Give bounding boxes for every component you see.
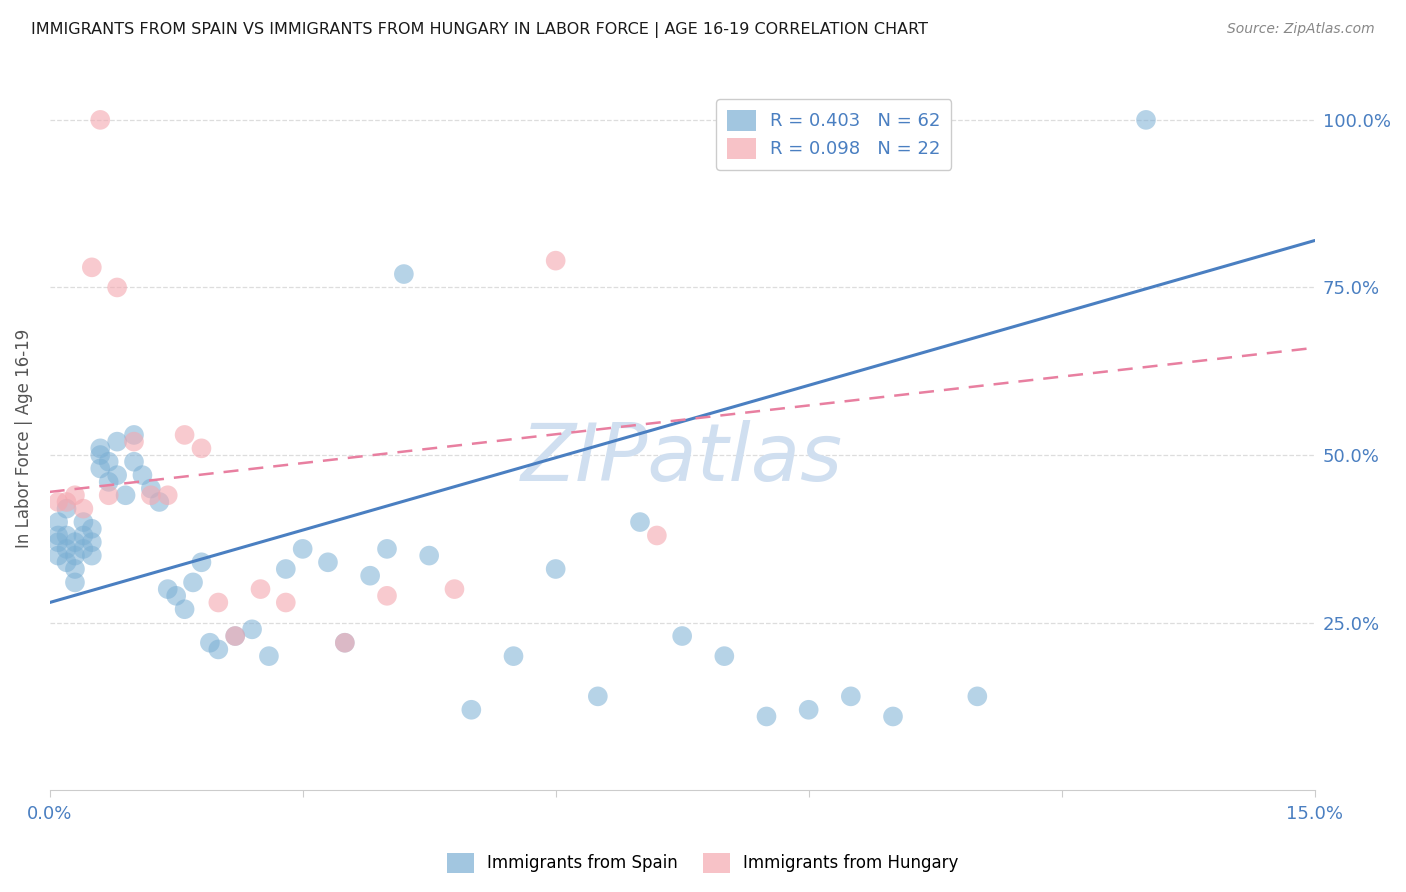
Point bbox=[375, 541, 398, 556]
Point bbox=[105, 280, 128, 294]
Point bbox=[97, 488, 120, 502]
Point bbox=[173, 428, 195, 442]
Point bbox=[966, 690, 988, 704]
Point bbox=[105, 468, 128, 483]
Point bbox=[72, 541, 94, 556]
Point bbox=[645, 528, 668, 542]
Point bbox=[240, 623, 263, 637]
Point bbox=[207, 642, 229, 657]
Point bbox=[139, 488, 162, 502]
Point bbox=[359, 568, 381, 582]
Point bbox=[63, 562, 86, 576]
Point bbox=[165, 589, 187, 603]
Point bbox=[713, 649, 735, 664]
Point bbox=[55, 541, 77, 556]
Point bbox=[333, 636, 356, 650]
Point bbox=[46, 535, 69, 549]
Point bbox=[139, 482, 162, 496]
Point bbox=[544, 562, 567, 576]
Point bbox=[63, 535, 86, 549]
Point bbox=[80, 522, 103, 536]
Point bbox=[418, 549, 440, 563]
Point bbox=[190, 555, 212, 569]
Point bbox=[46, 515, 69, 529]
Point bbox=[249, 582, 271, 596]
Point bbox=[55, 528, 77, 542]
Point bbox=[122, 434, 145, 449]
Point bbox=[257, 649, 280, 664]
Point bbox=[316, 555, 339, 569]
Point bbox=[502, 649, 524, 664]
Point bbox=[375, 589, 398, 603]
Point bbox=[198, 636, 221, 650]
Point bbox=[156, 488, 179, 502]
Point bbox=[46, 549, 69, 563]
Point bbox=[544, 253, 567, 268]
Point bbox=[72, 528, 94, 542]
Point bbox=[89, 112, 111, 127]
Point bbox=[274, 562, 297, 576]
Point bbox=[55, 555, 77, 569]
Point bbox=[89, 442, 111, 456]
Point bbox=[80, 549, 103, 563]
Point bbox=[46, 528, 69, 542]
Point bbox=[224, 629, 246, 643]
Point bbox=[97, 455, 120, 469]
Point bbox=[392, 267, 415, 281]
Point bbox=[63, 575, 86, 590]
Point bbox=[156, 582, 179, 596]
Point bbox=[122, 428, 145, 442]
Point bbox=[274, 595, 297, 609]
Point bbox=[55, 501, 77, 516]
Point bbox=[122, 455, 145, 469]
Legend: R = 0.403   N = 62, R = 0.098   N = 22: R = 0.403 N = 62, R = 0.098 N = 22 bbox=[716, 99, 952, 169]
Point bbox=[55, 495, 77, 509]
Point bbox=[97, 475, 120, 489]
Point bbox=[671, 629, 693, 643]
Text: Source: ZipAtlas.com: Source: ZipAtlas.com bbox=[1227, 22, 1375, 37]
Point bbox=[224, 629, 246, 643]
Point bbox=[148, 495, 170, 509]
Point bbox=[80, 260, 103, 275]
Point bbox=[460, 703, 482, 717]
Point bbox=[443, 582, 465, 596]
Point bbox=[1135, 112, 1157, 127]
Point bbox=[80, 535, 103, 549]
Point bbox=[291, 541, 314, 556]
Point bbox=[89, 448, 111, 462]
Point bbox=[63, 549, 86, 563]
Point bbox=[190, 442, 212, 456]
Point bbox=[882, 709, 904, 723]
Point bbox=[173, 602, 195, 616]
Point bbox=[72, 501, 94, 516]
Point bbox=[797, 703, 820, 717]
Point bbox=[207, 595, 229, 609]
Point bbox=[333, 636, 356, 650]
Point bbox=[105, 434, 128, 449]
Point bbox=[628, 515, 651, 529]
Point bbox=[114, 488, 136, 502]
Point bbox=[839, 690, 862, 704]
Text: IMMIGRANTS FROM SPAIN VS IMMIGRANTS FROM HUNGARY IN LABOR FORCE | AGE 16-19 CORR: IMMIGRANTS FROM SPAIN VS IMMIGRANTS FROM… bbox=[31, 22, 928, 38]
Text: ZIPatlas: ZIPatlas bbox=[522, 420, 844, 499]
Point bbox=[131, 468, 153, 483]
Point bbox=[586, 690, 609, 704]
Point bbox=[89, 461, 111, 475]
Point bbox=[181, 575, 204, 590]
Y-axis label: In Labor Force | Age 16-19: In Labor Force | Age 16-19 bbox=[15, 328, 32, 548]
Point bbox=[755, 709, 778, 723]
Point bbox=[72, 515, 94, 529]
Point bbox=[63, 488, 86, 502]
Legend: Immigrants from Spain, Immigrants from Hungary: Immigrants from Spain, Immigrants from H… bbox=[440, 847, 966, 880]
Point bbox=[46, 495, 69, 509]
